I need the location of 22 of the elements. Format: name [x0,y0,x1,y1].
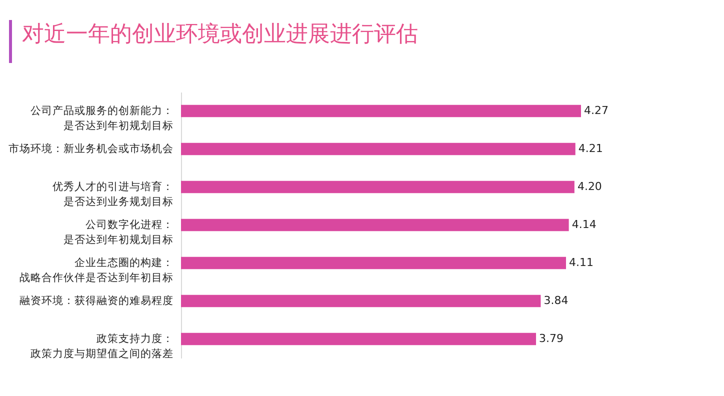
y-tick-label: 政策支持力度：政策力度与期望值之间的落差 [30,332,174,360]
bar [181,218,569,232]
bar [181,180,574,194]
bar [181,142,576,156]
y-tick-label: 公司产品或服务的创新能力：是否达到年初规划目标 [30,104,174,132]
data-label: 4.14 [572,218,596,231]
data-label: 3.79 [539,332,564,345]
bar [181,256,566,270]
data-label: 4.27 [584,104,608,117]
chart-title: 对近一年的创业环境或创业进展进行评估 [22,21,418,49]
y-tick-label: 市场环境：新业务机会或市场机会 [8,142,174,155]
y-tick-label: 企业生态圈的构建：战略合作伙伴是否达到年初目标 [20,256,174,284]
y-tick-label: 融资环境：获得融资的难易程度 [20,294,174,307]
bar [181,294,541,308]
data-label: 3.84 [544,294,568,307]
y-tick-label: 优秀人才的引进与培育：是否达到业务规划目标 [52,180,174,208]
data-label: 4.11 [569,256,594,269]
data-label: 4.21 [578,142,603,155]
y-tick-label: 公司数字化进程：是否达到年初规划目标 [64,218,174,246]
bar [181,332,536,346]
bar [181,104,581,118]
data-label: 4.20 [577,180,602,193]
